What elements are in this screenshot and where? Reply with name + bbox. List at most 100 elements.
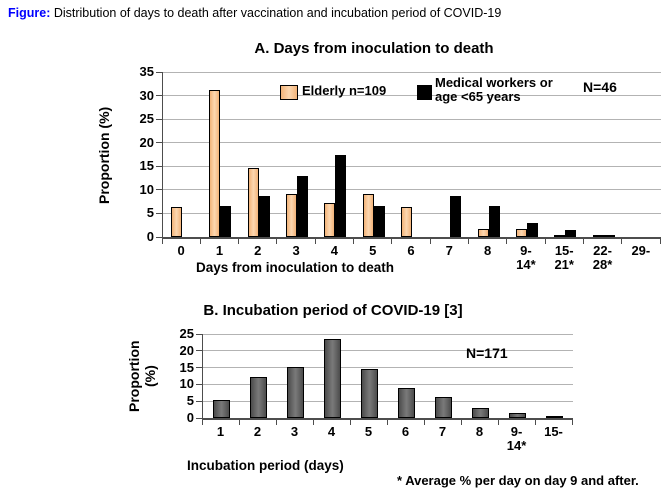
y-tick-label: 5 [146, 205, 154, 221]
x-tick-mark [314, 239, 316, 244]
legend-elderly-swatch [280, 85, 298, 100]
legend-medical-label-line2: age <65 years [435, 89, 521, 104]
panel-a-n-count: N=46 [583, 79, 617, 95]
panel-a-y-axis-label: Proportion (%) [96, 106, 112, 204]
x-tick-mark [391, 239, 393, 244]
bar [171, 206, 183, 237]
bar [546, 416, 563, 418]
y-tick-mark [156, 95, 162, 97]
x-category-label: 29- [631, 243, 651, 258]
x-tick-mark [386, 420, 388, 425]
x-category-label: 7 [445, 243, 453, 258]
bar [450, 196, 462, 237]
x-category-label: 4 [327, 424, 336, 439]
x-category-label: 5 [364, 424, 373, 439]
x-tick-mark [276, 239, 278, 244]
x-category-label: 3 [292, 243, 300, 258]
x-category-label: 9- 14* [506, 424, 527, 453]
bar [287, 366, 304, 418]
bar [362, 193, 374, 237]
gridline [163, 118, 661, 120]
bar [509, 412, 526, 418]
bar [250, 376, 267, 418]
gridline [203, 367, 573, 369]
x-tick-mark [199, 239, 201, 244]
figure-caption: Figure: Distribution of days to death af… [8, 6, 501, 20]
x-tick-mark [659, 239, 661, 244]
x-category-label: 5 [369, 243, 377, 258]
y-tick-mark [196, 367, 202, 369]
y-tick-mark [156, 142, 162, 144]
bar [335, 154, 347, 237]
gridline [163, 189, 661, 191]
panel-a-x-axis-label: Days from inoculation to death [196, 260, 395, 275]
x-tick-mark [571, 420, 573, 425]
panel-a-title: A. Days from inoculation to death [254, 40, 494, 57]
bar [398, 388, 415, 418]
bar [435, 396, 452, 418]
figure-caption-text: Distribution of days to death after vacc… [50, 6, 502, 20]
x-tick-mark [349, 420, 351, 425]
x-category-label: 3 [290, 424, 299, 439]
gridline [203, 383, 573, 385]
x-category-label: 22- 28* [592, 243, 613, 272]
y-tick-label: 20 [139, 134, 154, 150]
panel-a-plot-area [162, 71, 661, 239]
gridline [163, 165, 661, 167]
panel-b-y-axis-label: Proportion (%) [126, 340, 158, 412]
y-tick-label: 10 [179, 376, 194, 392]
y-tick-mark [196, 417, 202, 419]
x-category-label: 15- [544, 424, 563, 439]
y-tick-mark [196, 350, 202, 352]
x-category-label: 4 [330, 243, 338, 258]
bar [603, 234, 615, 237]
x-category-label: 2 [254, 243, 262, 258]
panel-b-plot-area [202, 333, 573, 420]
y-tick-mark [156, 118, 162, 120]
gridline [163, 142, 661, 144]
gridline [163, 95, 661, 97]
y-tick-mark [156, 71, 162, 73]
bar [297, 175, 309, 237]
bar [477, 228, 489, 237]
x-category-label: 6 [407, 243, 415, 258]
y-tick-label: 15 [179, 359, 194, 375]
bar [220, 206, 232, 237]
y-tick-label: 15 [139, 158, 154, 174]
bar [472, 408, 489, 418]
x-tick-mark [423, 420, 425, 425]
bar [324, 202, 336, 237]
y-tick-mark [196, 400, 202, 402]
figure-caption-prefix: Figure: [8, 6, 51, 20]
x-category-label: 7 [438, 424, 447, 439]
bar [247, 167, 259, 237]
y-tick-label: 35 [139, 64, 154, 79]
x-tick-mark [534, 420, 536, 425]
panel-b-x-axis-label: Incubation period (days) [187, 458, 344, 473]
asterisk-footnote: * Average % per day on day 9 and after. [397, 473, 639, 488]
x-category-label: 6 [401, 424, 410, 439]
x-category-label: 8 [483, 243, 492, 258]
y-tick-mark [196, 383, 202, 385]
gridline [203, 333, 573, 335]
bar [213, 400, 230, 418]
x-tick-mark [201, 420, 203, 425]
bar [286, 193, 298, 237]
x-tick-mark [467, 239, 469, 244]
gridline [163, 71, 661, 73]
bar [554, 234, 566, 237]
x-tick-mark [312, 420, 314, 425]
x-tick-mark [460, 420, 462, 425]
bar [401, 206, 412, 237]
y-tick-label: 0 [186, 410, 194, 425]
x-tick-mark [238, 420, 240, 425]
legend-medical-swatch [417, 85, 432, 100]
x-tick-mark [582, 239, 584, 244]
bar [592, 235, 604, 237]
y-tick-mark [156, 236, 162, 238]
bar [565, 229, 577, 237]
y-tick-label: 20 [179, 342, 194, 358]
x-category-label: 15- 21* [554, 243, 574, 272]
legend-medical-label-line1: Medical workers or [435, 75, 553, 90]
